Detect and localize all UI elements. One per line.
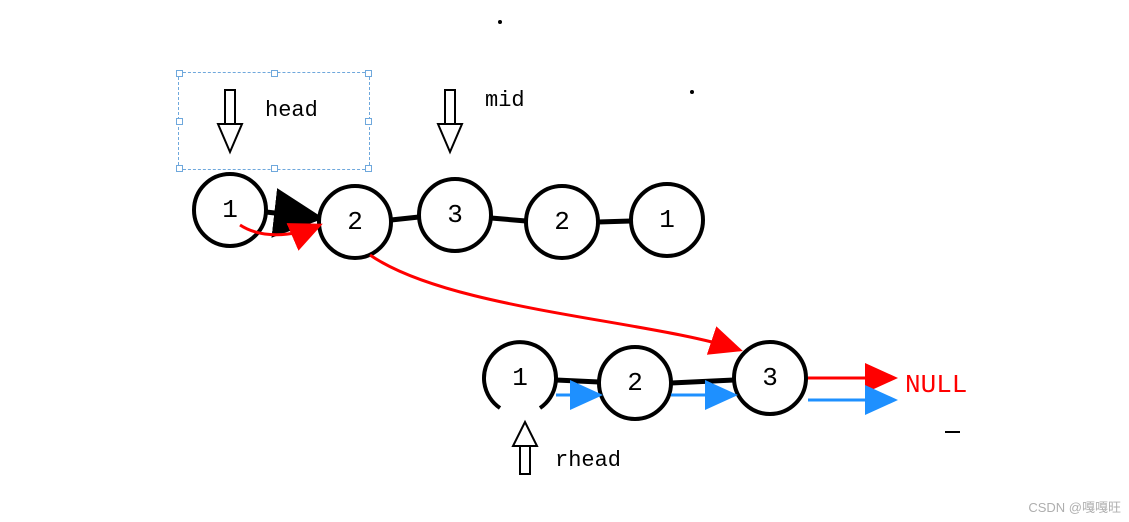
node-label-b3: 3 bbox=[762, 363, 778, 393]
node-label-t4: 2 bbox=[554, 207, 570, 237]
dot-icon bbox=[498, 20, 502, 24]
node-label-t3: 3 bbox=[447, 200, 463, 230]
pointer-head-label: head bbox=[265, 98, 318, 123]
node-label-b2: 2 bbox=[627, 368, 643, 398]
pointer-head-icon bbox=[218, 90, 242, 152]
edge-b1-b2 bbox=[556, 380, 599, 382]
pointer-mid-label: mid bbox=[485, 88, 525, 113]
edge-t3-t4 bbox=[491, 218, 526, 221]
edge-t4-t5 bbox=[598, 221, 631, 222]
diagram-svg bbox=[0, 0, 1129, 522]
null-label: NULL bbox=[905, 370, 967, 400]
watermark-text: CSDN @嘎嘎旺 bbox=[1028, 497, 1121, 516]
dot-icon bbox=[690, 90, 694, 94]
node-label-b1: 1 bbox=[512, 363, 528, 393]
red-arrow-2-to-b3 bbox=[370, 255, 740, 350]
pointer-mid-icon bbox=[438, 90, 462, 152]
edge-t1-t2 bbox=[266, 212, 319, 218]
pointer-rhead-icon bbox=[513, 422, 537, 474]
node-label-t2: 2 bbox=[347, 207, 363, 237]
edge-t2-t3 bbox=[391, 217, 419, 220]
edge-b2-b3 bbox=[671, 380, 734, 383]
node-label-t1: 1 bbox=[222, 195, 238, 225]
pointer-rhead-label: rhead bbox=[555, 448, 621, 473]
node-label-t5: 1 bbox=[659, 205, 675, 235]
